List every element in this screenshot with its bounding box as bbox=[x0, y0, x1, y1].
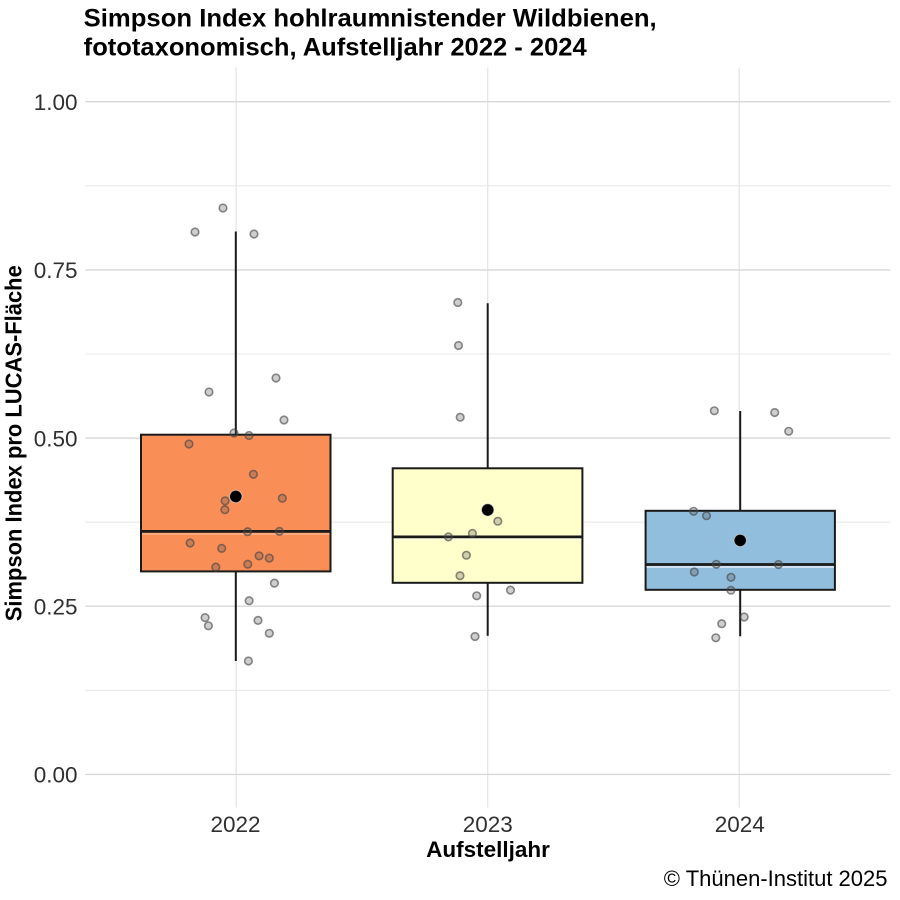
svg-text:0.00: 0.00 bbox=[34, 763, 78, 788]
svg-text:0.75: 0.75 bbox=[34, 258, 78, 283]
svg-text:Aufstelljahr: Aufstelljahr bbox=[426, 837, 550, 862]
svg-text:2024: 2024 bbox=[715, 812, 765, 837]
svg-text:Simpson Index pro LUCAS-Fläche: Simpson Index pro LUCAS-Fläche bbox=[1, 265, 27, 621]
svg-text:fototaxonomisch, Aufstelljahr: fototaxonomisch, Aufstelljahr 2022 - 202… bbox=[84, 34, 587, 62]
svg-text:© Thünen-Institut 2025: © Thünen-Institut 2025 bbox=[664, 866, 888, 891]
svg-text:0.25: 0.25 bbox=[34, 594, 78, 619]
svg-text:0.50: 0.50 bbox=[34, 426, 78, 451]
svg-text:Simpson Index hohlraumnistende: Simpson Index hohlraumnistender Wildbien… bbox=[84, 5, 657, 33]
svg-text:2023: 2023 bbox=[463, 812, 513, 837]
svg-text:1.00: 1.00 bbox=[34, 90, 78, 115]
svg-text:2022: 2022 bbox=[210, 812, 260, 837]
